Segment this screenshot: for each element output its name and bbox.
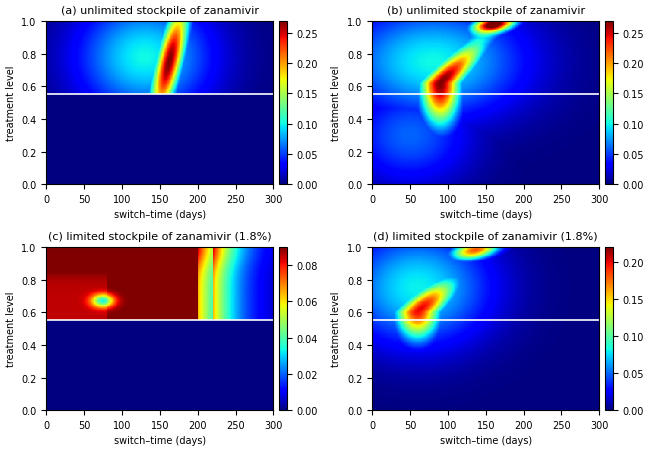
X-axis label: switch–time (days): switch–time (days) — [440, 210, 532, 220]
Title: (c) limited stockpile of zanamivir (1.8%): (c) limited stockpile of zanamivir (1.8%… — [48, 231, 272, 241]
Title: (d) limited stockpile of zanamivir (1.8%): (d) limited stockpile of zanamivir (1.8%… — [373, 231, 598, 241]
Y-axis label: treatment level: treatment level — [5, 66, 16, 141]
Title: (b) unlimited stockpile of zanamivir: (b) unlimited stockpile of zanamivir — [386, 5, 584, 15]
X-axis label: switch–time (days): switch–time (days) — [440, 436, 532, 446]
Y-axis label: treatment level: treatment level — [331, 291, 342, 367]
X-axis label: switch–time (days): switch–time (days) — [113, 210, 206, 220]
Y-axis label: treatment level: treatment level — [5, 291, 16, 367]
Y-axis label: treatment level: treatment level — [331, 66, 342, 141]
Title: (a) unlimited stockpile of zanamivir: (a) unlimited stockpile of zanamivir — [61, 5, 259, 15]
X-axis label: switch–time (days): switch–time (days) — [113, 436, 206, 446]
